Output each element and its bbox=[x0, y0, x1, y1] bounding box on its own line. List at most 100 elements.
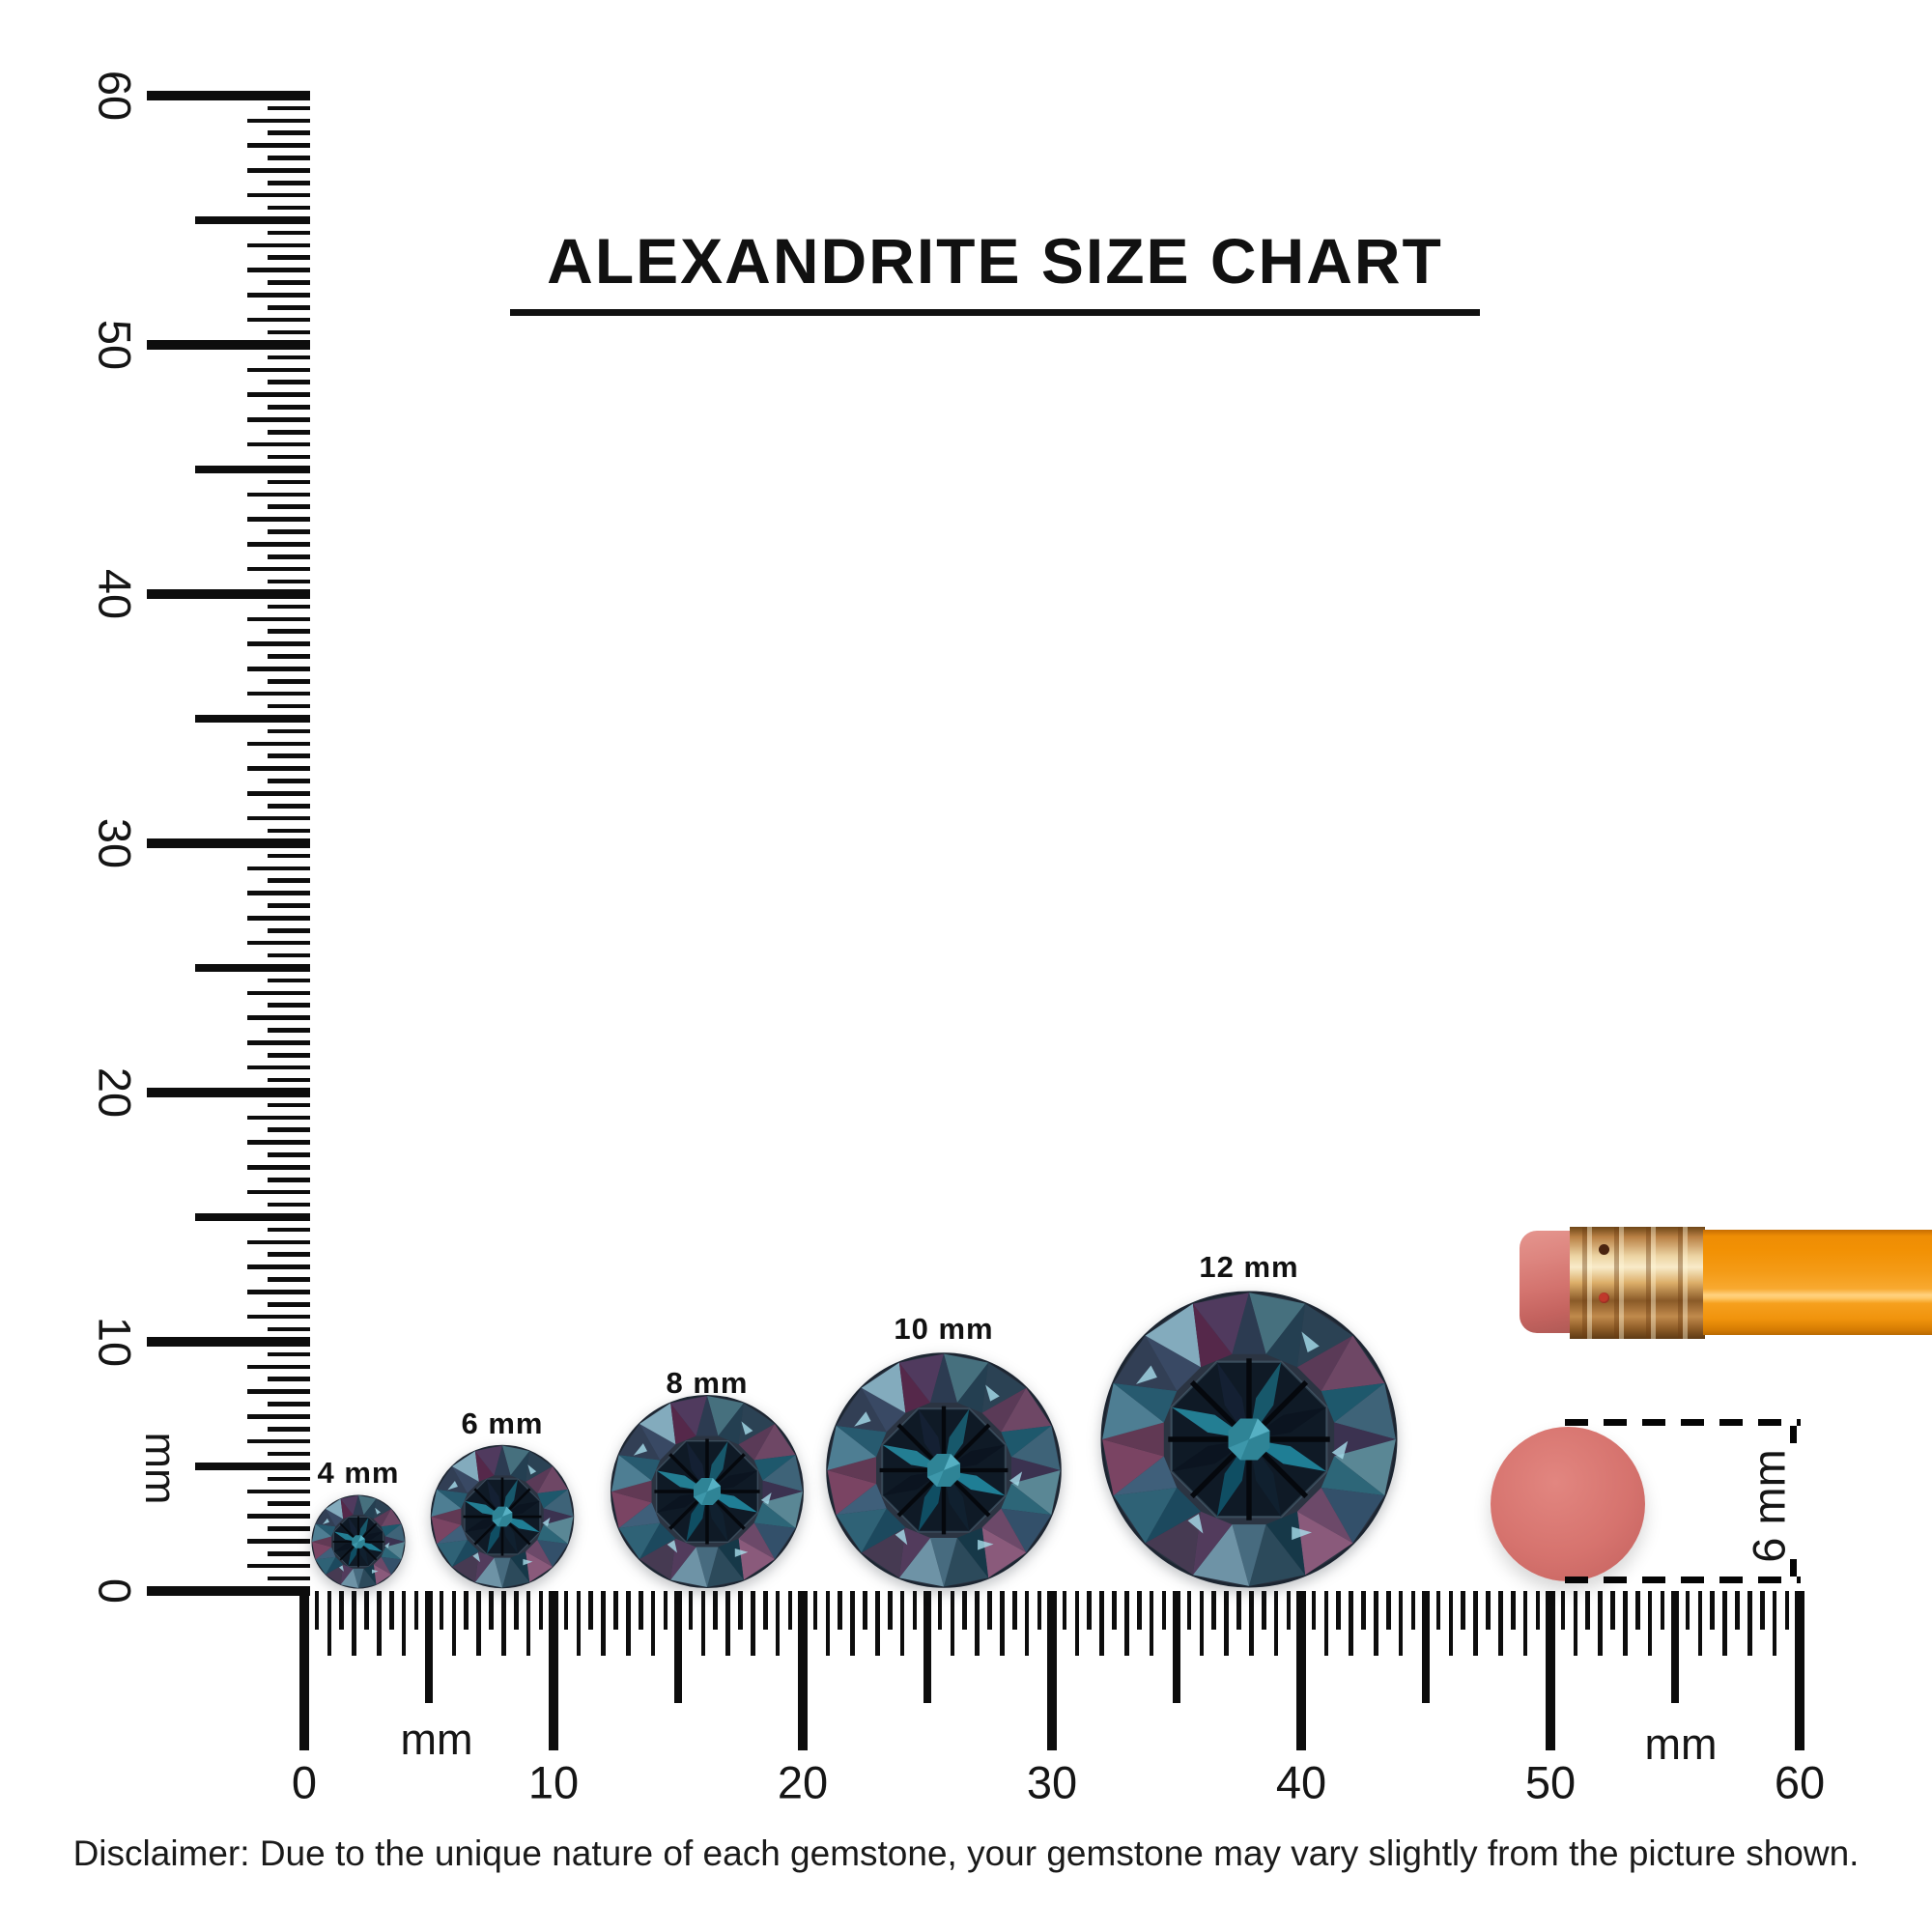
ruler-tick bbox=[763, 1591, 768, 1630]
ruler-tick bbox=[352, 1591, 356, 1656]
ruler-tick bbox=[576, 1591, 582, 1656]
ruler-tick bbox=[401, 1591, 407, 1656]
ruler-tick bbox=[147, 838, 310, 848]
ruler-tick bbox=[787, 1591, 793, 1630]
ruler-tick bbox=[268, 952, 310, 958]
ruler-tick bbox=[268, 380, 310, 384]
ruler-tick bbox=[147, 589, 310, 599]
ruler-tick bbox=[247, 293, 310, 298]
ruler-tick bbox=[476, 1591, 481, 1656]
ruler-tick bbox=[299, 1591, 309, 1750]
ruler-tick bbox=[1585, 1591, 1590, 1630]
ruler-tick bbox=[247, 1189, 310, 1195]
dimension-end-tick-bottom bbox=[1790, 1559, 1797, 1577]
ruler-tick bbox=[314, 1591, 320, 1630]
ruler-tick bbox=[268, 504, 310, 509]
ruler-tick bbox=[268, 1252, 310, 1257]
ruler-tick bbox=[1199, 1591, 1205, 1656]
ruler-number: 60 bbox=[1774, 1756, 1826, 1808]
ruler-tick bbox=[247, 815, 310, 821]
ruler-tick bbox=[268, 978, 310, 983]
ruler-tick bbox=[464, 1591, 469, 1630]
ruler-tick bbox=[1186, 1591, 1192, 1630]
gemstone-4mm bbox=[311, 1494, 406, 1589]
horizontal-ruler-unit-label-right: mm bbox=[1644, 1719, 1718, 1769]
ruler-tick bbox=[268, 579, 310, 584]
ruler-tick bbox=[247, 1264, 310, 1269]
ruler-tick bbox=[147, 1337, 310, 1347]
ruler-tick bbox=[268, 554, 310, 559]
ruler-tick bbox=[1448, 1591, 1454, 1656]
ruler-tick bbox=[268, 828, 310, 834]
ruler-tick bbox=[650, 1591, 656, 1656]
ruler-tick bbox=[247, 940, 310, 946]
ruler-tick bbox=[268, 1102, 310, 1108]
ruler-number: 30 bbox=[89, 817, 141, 869]
ruler-tick bbox=[364, 1591, 369, 1630]
ruler-tick bbox=[975, 1591, 980, 1656]
gemstone-6mm bbox=[430, 1444, 575, 1589]
ruler-tick bbox=[751, 1591, 755, 1656]
ruler-tick bbox=[195, 1463, 310, 1470]
ruler-tick bbox=[601, 1591, 606, 1656]
ruler-tick bbox=[268, 1178, 310, 1182]
ruler-tick bbox=[247, 367, 310, 373]
ruler-tick bbox=[950, 1591, 955, 1656]
ruler-tick bbox=[268, 280, 310, 285]
ruler-number: 0 bbox=[291, 1756, 318, 1808]
ruler-tick bbox=[247, 766, 310, 771]
ruler-tick bbox=[268, 1427, 310, 1432]
ruler-tick bbox=[247, 1165, 310, 1170]
ruler-tick bbox=[268, 1576, 310, 1581]
ruler-number: 30 bbox=[1026, 1756, 1078, 1808]
eraser-dot-6mm bbox=[1491, 1427, 1645, 1581]
ruler-tick bbox=[1473, 1591, 1478, 1656]
ruler-tick bbox=[247, 1539, 310, 1544]
ruler-tick bbox=[268, 804, 310, 809]
gemstone-10mm bbox=[825, 1351, 1063, 1589]
ruler-tick bbox=[268, 454, 310, 460]
ruler-tick bbox=[268, 130, 310, 135]
ruler-tick bbox=[1087, 1591, 1092, 1630]
ruler-tick bbox=[775, 1591, 781, 1656]
ruler-tick bbox=[247, 143, 310, 148]
gem-size-label-6mm: 6 mm bbox=[461, 1406, 544, 1440]
dimension-dashed-line-top bbox=[1565, 1419, 1801, 1426]
ruler-tick bbox=[1000, 1591, 1005, 1656]
ruler-tick bbox=[613, 1591, 618, 1630]
ruler-tick bbox=[1398, 1591, 1404, 1656]
ruler-tick bbox=[1660, 1591, 1665, 1630]
ruler-tick bbox=[247, 1239, 310, 1245]
ruler-tick bbox=[268, 1326, 310, 1332]
ruler-tick bbox=[1124, 1591, 1129, 1656]
ruler-tick bbox=[247, 492, 310, 497]
ruler-tick bbox=[247, 417, 310, 422]
ruler-tick bbox=[1296, 1591, 1306, 1750]
ruler-tick bbox=[1149, 1591, 1154, 1656]
ruler-tick bbox=[899, 1591, 905, 1656]
ruler-number: 60 bbox=[89, 70, 141, 122]
ruler-tick bbox=[247, 1065, 310, 1070]
ruler-tick bbox=[549, 1591, 558, 1750]
ruler-tick bbox=[268, 1402, 310, 1406]
ruler-tick bbox=[798, 1591, 808, 1750]
ruler-tick bbox=[626, 1591, 631, 1656]
disclaimer-text: Disclaimer: Due to the unique nature of … bbox=[72, 1833, 1860, 1873]
ruler-tick bbox=[268, 629, 310, 634]
ruler-tick bbox=[268, 205, 310, 211]
vertical-ruler-unit-label: mm bbox=[136, 1432, 185, 1505]
ruler-tick bbox=[888, 1591, 893, 1630]
ruler-tick bbox=[1311, 1591, 1317, 1630]
ruler-number: 50 bbox=[89, 319, 141, 371]
ruler-tick bbox=[268, 753, 310, 758]
ruler-tick bbox=[451, 1591, 457, 1656]
ruler-tick bbox=[962, 1591, 967, 1630]
ruler-tick bbox=[247, 741, 310, 747]
gem-size-label-8mm: 8 mm bbox=[666, 1366, 749, 1400]
ruler-tick bbox=[1173, 1591, 1180, 1703]
ruler-tick bbox=[639, 1591, 643, 1630]
ruler-tick bbox=[1410, 1591, 1416, 1630]
ruler-tick bbox=[268, 529, 310, 534]
ruler-tick bbox=[1647, 1591, 1653, 1656]
ruler-tick bbox=[268, 1551, 310, 1556]
